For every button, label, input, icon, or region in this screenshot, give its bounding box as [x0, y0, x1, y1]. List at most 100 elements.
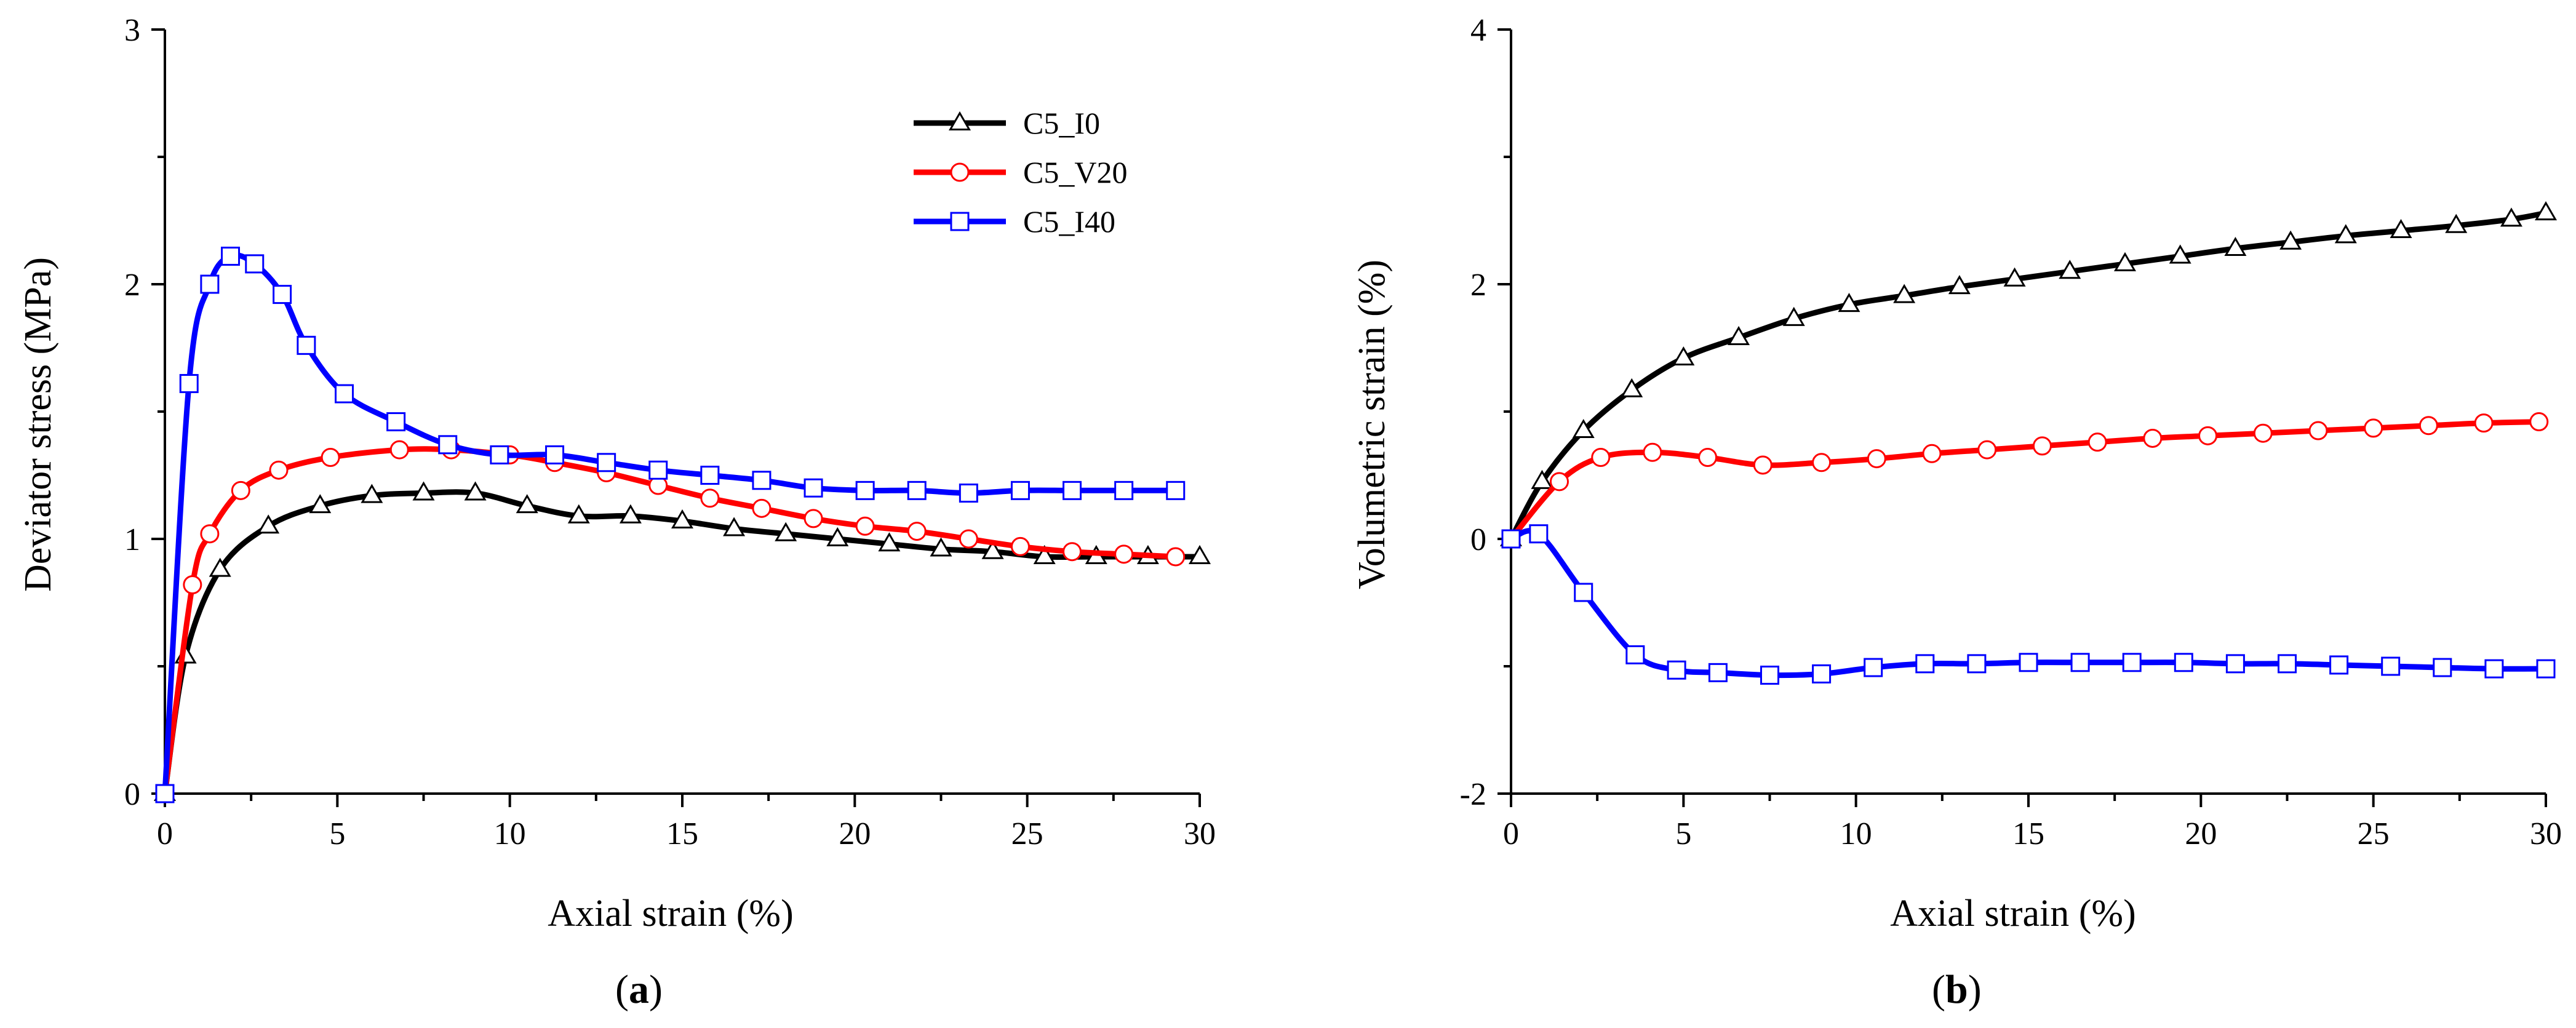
data-point: [2381, 656, 2401, 676]
series-c5-i0: [153, 481, 1211, 801]
data-point: [959, 529, 978, 549]
data-point: [490, 445, 509, 464]
x-tick-label: 10: [1840, 816, 1872, 851]
data-point: [1708, 663, 1728, 682]
data-point: [2174, 653, 2193, 672]
data-point: [257, 514, 280, 534]
data-point: [700, 466, 720, 485]
panel-a-tick-labels: 0 5 10 15 20 25 30 0 1 2 3: [124, 13, 1216, 851]
x-tick-label: 0: [1503, 816, 1519, 851]
data-point: [2364, 418, 2383, 438]
data-point: [269, 460, 289, 480]
data-point: [361, 484, 383, 503]
legend: C5_I0 C5_V20 C5_I40: [914, 106, 1127, 239]
data-point: [2536, 659, 2556, 679]
data-point: [2059, 260, 2081, 279]
data-point: [1166, 547, 1186, 567]
legend-label: C5_I0: [1023, 106, 1100, 140]
y-tick-label: -2: [1460, 777, 1486, 812]
panel-a-series: [153, 246, 1211, 803]
data-point: [231, 480, 250, 500]
panel-b-volumetric-strain-chart: 0 5 10 15 20 25 30 -2 0 2 4 Axial strain (%) Volum…: [1351, 13, 2562, 1012]
data-point: [855, 516, 875, 536]
data-point: [2279, 230, 2302, 250]
data-point: [273, 285, 292, 305]
y-tick-label: 4: [1470, 13, 1486, 48]
panel-b-y-axis-title: Volumetric strain (%): [1351, 260, 1393, 589]
data-point: [752, 498, 772, 518]
data-point: [2308, 421, 2328, 440]
panel-a-letter: a: [629, 967, 649, 1012]
data-point: [775, 522, 797, 541]
data-point: [2390, 218, 2412, 239]
data-point: [1922, 444, 1942, 463]
data-point: [1010, 480, 1030, 500]
data-point: [1672, 346, 1695, 366]
data-point: [2253, 423, 2273, 443]
series-c5-i0: [1499, 201, 2558, 546]
data-point: [1728, 325, 1750, 345]
data-point: [1033, 544, 1056, 564]
data-point: [2418, 416, 2438, 436]
data-point: [1643, 442, 1662, 462]
series-c5-v20: [155, 440, 1186, 803]
series-line: [162, 252, 1179, 797]
data-point: [1188, 544, 1211, 564]
panel-a-label: (a): [615, 967, 663, 1012]
data-point: [1501, 529, 1521, 549]
series-line: [1508, 210, 2549, 542]
data-point: [200, 524, 220, 544]
data-point: [221, 246, 241, 266]
data-point: [597, 453, 616, 472]
data-point: [930, 537, 952, 557]
data-point: [2198, 426, 2218, 445]
data-point: [1915, 654, 1935, 674]
data-point: [648, 460, 668, 480]
y-tick-label: 2: [1470, 268, 1486, 303]
data-point: [155, 784, 175, 803]
data-point: [2122, 653, 2142, 672]
x-tick-label: 15: [666, 816, 698, 851]
x-tick-label: 15: [2012, 816, 2044, 851]
data-point: [516, 494, 538, 514]
data-point: [1531, 469, 1553, 489]
panel-b-tick-labels: 0 5 10 15 20 25 30 -2 0 2 4: [1460, 13, 2562, 851]
data-point: [619, 504, 642, 524]
data-point: [1549, 472, 1569, 492]
panel-b-x-axis-title: Axial strain (%): [1890, 893, 2135, 934]
panel-b-series: [1499, 201, 2558, 685]
x-tick-label: 5: [329, 816, 345, 851]
data-point: [671, 509, 694, 529]
x-tick-label: 30: [2530, 816, 2562, 851]
data-point: [2445, 213, 2468, 233]
data-point: [1114, 480, 1134, 500]
data-point: [200, 274, 220, 294]
data-point: [2484, 659, 2504, 679]
data-point: [752, 471, 772, 490]
series-line: [162, 489, 1203, 797]
data-point: [1063, 542, 1082, 562]
data-point: [1893, 284, 1916, 303]
data-point: [209, 557, 231, 577]
panel-a-deviator-stress-chart: 0 5 10 15 20 25 30 0 1 2 3 Axial strain (%) Deviat…: [17, 13, 1216, 1012]
legend-item: C5_V20: [914, 155, 1127, 189]
data-point: [855, 480, 875, 500]
data-point: [2334, 224, 2357, 244]
x-tick-label: 10: [494, 816, 526, 851]
panel-b-label: (b): [1932, 967, 1982, 1012]
data-point: [309, 494, 332, 514]
data-point: [2224, 236, 2247, 257]
data-point: [438, 435, 458, 455]
data-point: [2500, 207, 2522, 227]
data-point: [1114, 544, 1134, 564]
data-point: [981, 540, 1004, 559]
x-tick-label: 30: [1184, 816, 1216, 851]
data-point: [1760, 665, 1779, 685]
data-point: [723, 517, 746, 536]
legend-marker: [950, 162, 970, 182]
data-point: [2088, 432, 2107, 452]
data-point: [804, 509, 823, 528]
panel-b-letter: b: [1945, 967, 1968, 1012]
data-point: [335, 384, 354, 404]
y-tick-label: 3: [124, 13, 140, 48]
